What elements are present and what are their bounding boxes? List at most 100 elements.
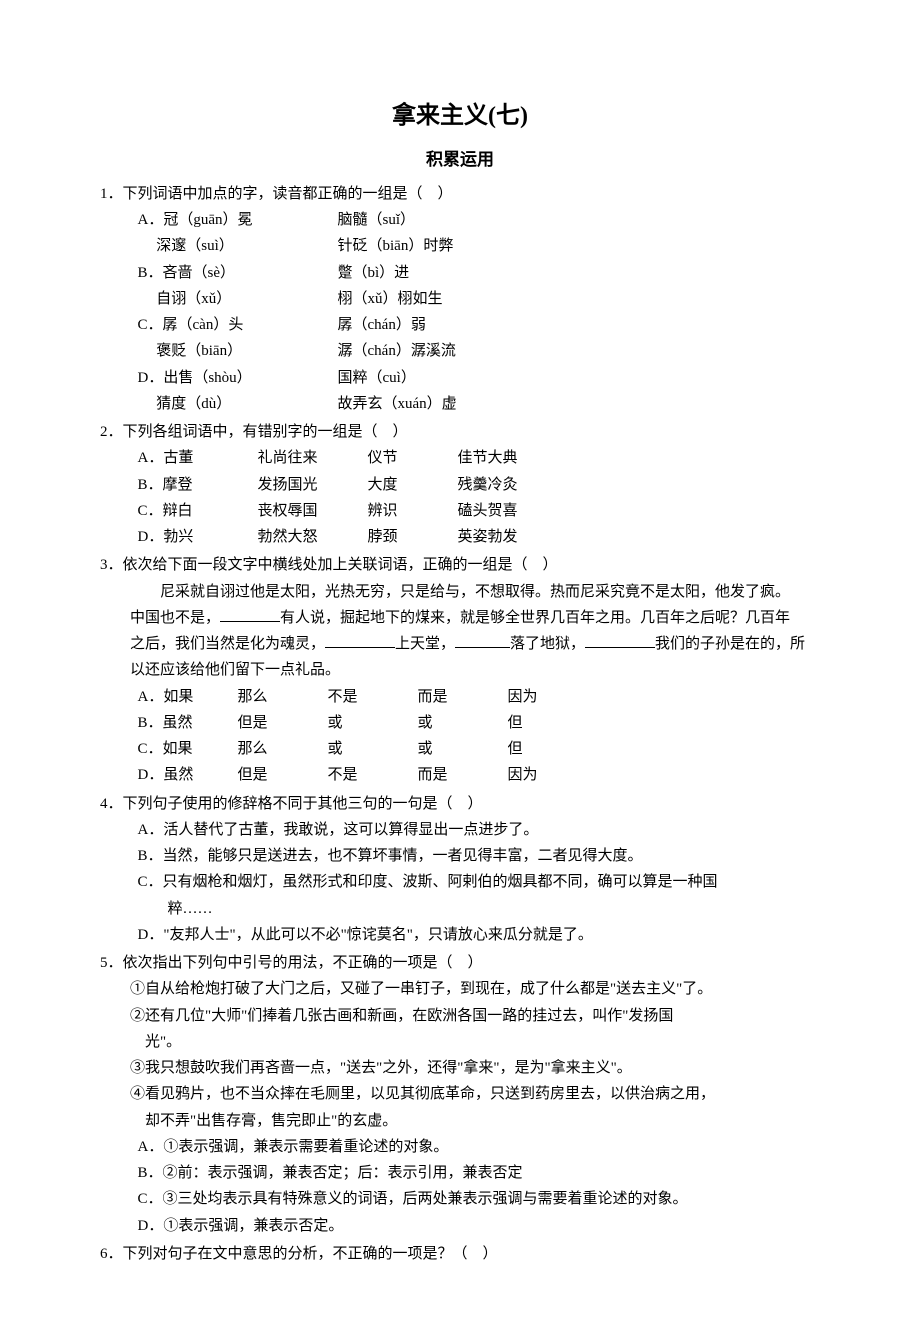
q1-a-4: 针砭（biān）时弊 bbox=[338, 233, 821, 259]
q3-d-2: 不是 bbox=[328, 762, 418, 788]
q2-c-2: 辨识 bbox=[368, 498, 458, 524]
q2-c-1: 丧权辱国 bbox=[258, 498, 368, 524]
q4-opt-c2: 粹…… bbox=[100, 896, 820, 922]
q3-d-1: 但是 bbox=[238, 762, 328, 788]
q1-opt-d-row2: 猜度（dù） 故弄玄（xuán）虚 bbox=[100, 391, 820, 417]
q3-b-2: 或 bbox=[328, 710, 418, 736]
question-3: 3．依次给下面一段文字中横线处加上关联词语，正确的一组是（ ） 尼采就自诩过他是… bbox=[100, 552, 820, 788]
q3-p2a: 中国也不是， bbox=[130, 610, 220, 626]
q3-para2: 中国也不是， 有人说，掘起地下的煤来，就是够全世界几百年之用。几百年之后呢？几百年 bbox=[100, 605, 820, 631]
q5-opt-b: B．②前：表示强调，兼表否定；后：表示引用，兼表否定 bbox=[100, 1160, 820, 1186]
q2-d-1: 勃然大怒 bbox=[258, 524, 368, 550]
q1-a-1: A．冠（guān）冕 bbox=[138, 207, 338, 233]
blank-4 bbox=[585, 633, 655, 648]
q3-a-2: 不是 bbox=[328, 684, 418, 710]
q1-c-3: 褒贬（biān） bbox=[138, 338, 338, 364]
q3-b-3: 或 bbox=[418, 710, 508, 736]
q1-d-4: 故弄玄（xuán）虚 bbox=[338, 391, 821, 417]
question-6: 6．下列对句子在文中意思的分析，不正确的一项是？（ ） bbox=[100, 1241, 820, 1267]
q1-b-2: 蹩（bì）进 bbox=[338, 260, 821, 286]
q4-opt-c1: C．只有烟枪和烟灯，虽然形式和印度、波斯、阿剌伯的烟具都不同，确可以算是一种国 bbox=[100, 869, 820, 895]
q1-c-1: C．孱（càn）头 bbox=[138, 312, 338, 338]
q2-a-2: 仪节 bbox=[368, 445, 458, 471]
q3-a-1: 那么 bbox=[238, 684, 328, 710]
q3-d-3: 而是 bbox=[418, 762, 508, 788]
q1-opt-d-row1: D．出售（shòu） 国粹（cuì） bbox=[100, 365, 820, 391]
q2-b-3: 残羹冷灸 bbox=[458, 472, 821, 498]
q1-a-3: 深邃（suì） bbox=[138, 233, 338, 259]
q2-b-1: 发扬国光 bbox=[258, 472, 368, 498]
q3-d-4: 因为 bbox=[508, 762, 598, 788]
q3-opt-d: D．虽然 但是 不是 而是 因为 bbox=[100, 762, 820, 788]
q5-item-2b: 光"。 bbox=[100, 1029, 820, 1055]
q5-item-4a: ④看见鸦片，也不当众摔在毛厕里，以见其彻底革命，只送到药房里去，以供治病之用， bbox=[100, 1081, 820, 1107]
q1-opt-a-row2: 深邃（suì） 针砭（biān）时弊 bbox=[100, 233, 820, 259]
q2-b-2: 大度 bbox=[368, 472, 458, 498]
q3-p3b: 上天堂， bbox=[395, 636, 455, 652]
q3-para1: 尼采就自诩过他是太阳，光热无穷，只是给与，不想取得。热而尼采究竟不是太阳，他发了… bbox=[100, 579, 820, 605]
q2-a-3: 佳节大典 bbox=[458, 445, 821, 471]
q1-opt-a-row1: A．冠（guān）冕 脑髓（suǐ） bbox=[100, 207, 820, 233]
q3-stem: 3．依次给下面一段文字中横线处加上关联词语，正确的一组是（ ） bbox=[100, 552, 820, 578]
q2-d-3: 英姿勃发 bbox=[458, 524, 821, 550]
q3-p2b: 有人说，掘起地下的煤来，就是够全世界几百年之用。几百年之后呢？几百年 bbox=[280, 610, 790, 626]
q5-opt-c: C．③三处均表示具有特殊意义的词语，后两处兼表示强调与需要着重论述的对象。 bbox=[100, 1186, 820, 1212]
q1-d-2: 国粹（cuì） bbox=[338, 365, 821, 391]
doc-title: 拿来主义(七) bbox=[100, 95, 820, 137]
q2-c-0: C．辩白 bbox=[138, 498, 258, 524]
q2-row-d: D．勃兴 勃然大怒 脖颈 英姿勃发 bbox=[100, 524, 820, 550]
q2-a-0: A．古董 bbox=[138, 445, 258, 471]
q3-para4: 以还应该给他们留下一点礼品。 bbox=[100, 657, 820, 683]
q3-p3a: 之后，我们当然是化为魂灵， bbox=[130, 636, 325, 652]
q5-item-3: ③我只想鼓吹我们再吝啬一点，"送去"之外，还得"拿来"，是为"拿来主义"。 bbox=[100, 1055, 820, 1081]
q3-p3d: 我们的子孙是在的，所 bbox=[655, 636, 805, 652]
q3-b-0: B．虽然 bbox=[138, 710, 238, 736]
q2-b-0: B．摩登 bbox=[138, 472, 258, 498]
q5-opt-d: D．①表示强调，兼表示否定。 bbox=[100, 1213, 820, 1239]
q1-opt-b-row1: B．吝啬（sè） 蹩（bì）进 bbox=[100, 260, 820, 286]
q3-b-1: 但是 bbox=[238, 710, 328, 736]
q3-opt-c: C．如果 那么 或 或 但 bbox=[100, 736, 820, 762]
q1-b-4: 栩（xǔ）栩如生 bbox=[338, 286, 821, 312]
question-2: 2．下列各组词语中，有错别字的一组是（ ） A．古董 礼尚往来 仪节 佳节大典 … bbox=[100, 419, 820, 550]
q4-opt-b: B．当然，能够只是送进去，也不算坏事情，一者见得丰富，二者见得大度。 bbox=[100, 843, 820, 869]
q3-c-2: 或 bbox=[328, 736, 418, 762]
q2-stem: 2．下列各组词语中，有错别字的一组是（ ） bbox=[100, 419, 820, 445]
q3-c-0: C．如果 bbox=[138, 736, 238, 762]
q1-a-2: 脑髓（suǐ） bbox=[338, 207, 821, 233]
q5-opt-a: A．①表示强调，兼表示需要着重论述的对象。 bbox=[100, 1134, 820, 1160]
q3-opt-b: B．虽然 但是 或 或 但 bbox=[100, 710, 820, 736]
question-4: 4．下列句子使用的修辞格不同于其他三句的一句是（ ） A．活人替代了古董，我敢说… bbox=[100, 791, 820, 949]
q5-item-4b: 却不弄"出售存膏，售完即止"的玄虚。 bbox=[100, 1108, 820, 1134]
doc-subtitle: 积累运用 bbox=[100, 145, 820, 175]
q2-d-2: 脖颈 bbox=[368, 524, 458, 550]
q3-d-0: D．虽然 bbox=[138, 762, 238, 788]
q2-row-a: A．古董 礼尚往来 仪节 佳节大典 bbox=[100, 445, 820, 471]
question-1: 1．下列词语中加点的字，读音都正确的一组是（ ） A．冠（guān）冕 脑髓（s… bbox=[100, 181, 820, 417]
q2-row-b: B．摩登 发扬国光 大度 残羹冷灸 bbox=[100, 472, 820, 498]
q4-opt-a: A．活人替代了古董，我敢说，这可以算得显出一点进步了。 bbox=[100, 817, 820, 843]
q3-para3: 之后，我们当然是化为魂灵，上天堂，落了地狱，我们的子孙是在的，所 bbox=[100, 631, 820, 657]
q3-b-4: 但 bbox=[508, 710, 598, 736]
q4-stem: 4．下列句子使用的修辞格不同于其他三句的一句是（ ） bbox=[100, 791, 820, 817]
q3-c-3: 或 bbox=[418, 736, 508, 762]
q1-d-3: 猜度（dù） bbox=[138, 391, 338, 417]
q5-stem: 5．依次指出下列句中引号的用法，不正确的一项是（ ） bbox=[100, 950, 820, 976]
q3-a-4: 因为 bbox=[508, 684, 598, 710]
blank-1 bbox=[220, 607, 280, 622]
q1-c-2: 孱（chán）弱 bbox=[338, 312, 821, 338]
q2-d-0: D．勃兴 bbox=[138, 524, 258, 550]
q1-b-1: B．吝啬（sè） bbox=[138, 260, 338, 286]
q5-item-1: ①自从给枪炮打破了大门之后，又碰了一串钉子，到现在，成了什么都是"送去主义"了。 bbox=[100, 976, 820, 1002]
q2-a-1: 礼尚往来 bbox=[258, 445, 368, 471]
q1-opt-c-row1: C．孱（càn）头 孱（chán）弱 bbox=[100, 312, 820, 338]
q3-a-3: 而是 bbox=[418, 684, 508, 710]
q5-item-2a: ②还有几位"大师"们捧着几张古画和新画，在欧洲各国一路的挂过去，叫作"发扬国 bbox=[100, 1003, 820, 1029]
q2-row-c: C．辩白 丧权辱国 辨识 磕头贺喜 bbox=[100, 498, 820, 524]
q1-b-3: 自诩（xǔ） bbox=[138, 286, 338, 312]
q6-stem: 6．下列对句子在文中意思的分析，不正确的一项是？（ ） bbox=[100, 1241, 820, 1267]
q3-opt-a: A．如果 那么 不是 而是 因为 bbox=[100, 684, 820, 710]
q1-d-1: D．出售（shòu） bbox=[138, 365, 338, 391]
q1-opt-b-row2: 自诩（xǔ） 栩（xǔ）栩如生 bbox=[100, 286, 820, 312]
blank-3 bbox=[455, 633, 510, 648]
